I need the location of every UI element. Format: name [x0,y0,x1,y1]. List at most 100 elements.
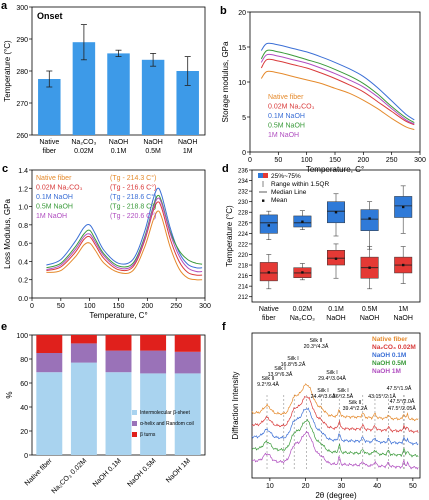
mean-marker [267,224,270,227]
y-tick-label: 20 [238,10,246,17]
x-tick-label: 250 [386,157,398,164]
y-axis-label: Diffraction Intensity [231,372,240,440]
stacked-bar-segment [36,372,63,455]
x-tick-label: NaOH [109,139,128,146]
x-tick-label: fiber [262,315,276,322]
peak-position: 47.5°/2.0Å [390,398,415,405]
peak-position: 29.4°/3.04Å [318,375,346,382]
peak-label: Silk I [274,366,285,372]
y-tick-label: 218 [238,264,249,270]
legend-entry: NaOH 1M [372,368,401,375]
y-tick-label: 0 [24,453,28,460]
y-tick-label: 0 [242,150,246,157]
peak-position: 47.5°/2.05Å [388,405,416,412]
stacked-bar-segment [70,335,97,344]
x-tick-label: 0.5M [362,306,378,313]
mean-marker [267,271,270,274]
x-axis-label: 2θ (degree) [315,491,357,500]
panel-letter: a [1,0,8,12]
stacked-bar-segment [105,350,132,373]
series-line [46,197,203,273]
y-tick-label: 0.2 [18,278,28,285]
legend-entry: NaOH 0.5M [372,360,406,367]
y-axis-label: Storage modulus, GPa [221,41,230,122]
panel-letter: f [222,321,226,333]
y-tick-label: 1.4 [18,168,28,175]
x-tick-label: 0.1M [111,148,127,155]
mean-marker [368,217,371,220]
bar [141,59,165,135]
peak-position: 9.2°/9.4Å [257,381,279,388]
series-line [260,53,415,125]
y-axis-label: % [5,391,14,398]
legend-swatch [263,173,268,178]
y-tick-label: 1.2 [18,186,28,193]
bar [176,71,199,135]
peak-position: 47.5°/1.9Å [387,385,412,392]
series-line [46,187,203,269]
x-tick-label: 200 [357,157,369,164]
legend-entry: 0.02M Na₂CO₃ [36,185,83,192]
x-tick-label: 10 [266,483,274,490]
x-tick-label: NaOH [360,315,379,322]
legend-entry: Native fiber [36,175,72,182]
x-tick-label: NaOH 0.5M [126,457,157,488]
legend-entry: Native fiber [268,94,304,101]
panel-b: b 0 50 100 150 200 250 300 0 5 10 15 20 Temperature, … [220,5,426,174]
stacked-bar-segment [174,351,201,374]
panel-letter: c [2,163,8,175]
x-tick-label: 50 [409,483,417,490]
mean-marker [334,257,338,260]
x-tick-label: 100 [84,303,96,310]
x-tick-label: 1M [398,306,408,313]
legend-entry: NaOH 0.1M [372,352,406,359]
y-tick-label: 228 [238,211,249,217]
legend-entry: Mean [271,197,288,204]
panel-letter: e [1,321,7,333]
stacked-bar-segment [105,372,132,455]
peak-position: 43.15°/2.1Å [368,393,396,400]
x-axis-label: Temperature, C° [306,165,364,174]
bar [38,79,61,135]
legend-tg: (Tg - 216.6 C°) [110,184,156,192]
legend-entry: β turns [140,432,156,438]
series-line [260,42,415,121]
y-tick-label: 0.8 [18,223,28,230]
y-tick-label: 236 [238,169,249,175]
y-tick-label: 234 [238,179,249,185]
series-line [260,70,415,131]
y-axis-label: Temperature (°C) [225,205,234,267]
y-tick-label: 100 [16,333,28,340]
x-tick-label: 0 [248,157,252,164]
x-tick-label: 200 [141,303,153,310]
xrd-trace [251,383,419,422]
x-tick-label: NaOH [143,139,162,146]
x-tick-label: 1M [183,148,193,155]
legend-entry: Na₂CO₃ 0.02M [372,344,416,351]
legend-entry: 0.1M NaOH [268,113,305,120]
series-line [260,58,415,126]
panel-letter: d [222,163,229,175]
stacked-bar-segment [140,350,167,374]
x-tick-label: Na₂CO₃ [290,315,315,322]
mean-marker [402,263,405,267]
y-tick-label: 212 [238,295,249,301]
y-tick-label: 226 [238,221,249,227]
y-tick-label: 220 [238,253,249,259]
y-tick-label: 15 [238,45,246,52]
x-tick-label: Native [39,139,59,146]
xrd-trace [251,407,419,446]
stacked-bar-segment [36,335,63,353]
y-tick-label: 1.0 [18,205,28,212]
legend-entry: Intermolecular β-sheet [140,410,190,416]
panel-d: d 212 214 216 218 220 222 224 226 228 230 232 234 236… [222,163,421,322]
peak-label: Silk I [287,356,298,362]
y-tick-label: 290 [16,37,28,44]
y-tick-label: 10 [238,80,246,87]
legend-entry: Range within 1.5QR [271,181,329,188]
panel-f: f 10 20 30 40 50 2θ (degree) Diffraction Intens… [222,321,421,500]
y-tick-label: 224 [238,232,249,238]
y-tick-label: 300 [16,5,28,12]
y-tick-label: 0.4 [18,259,28,266]
